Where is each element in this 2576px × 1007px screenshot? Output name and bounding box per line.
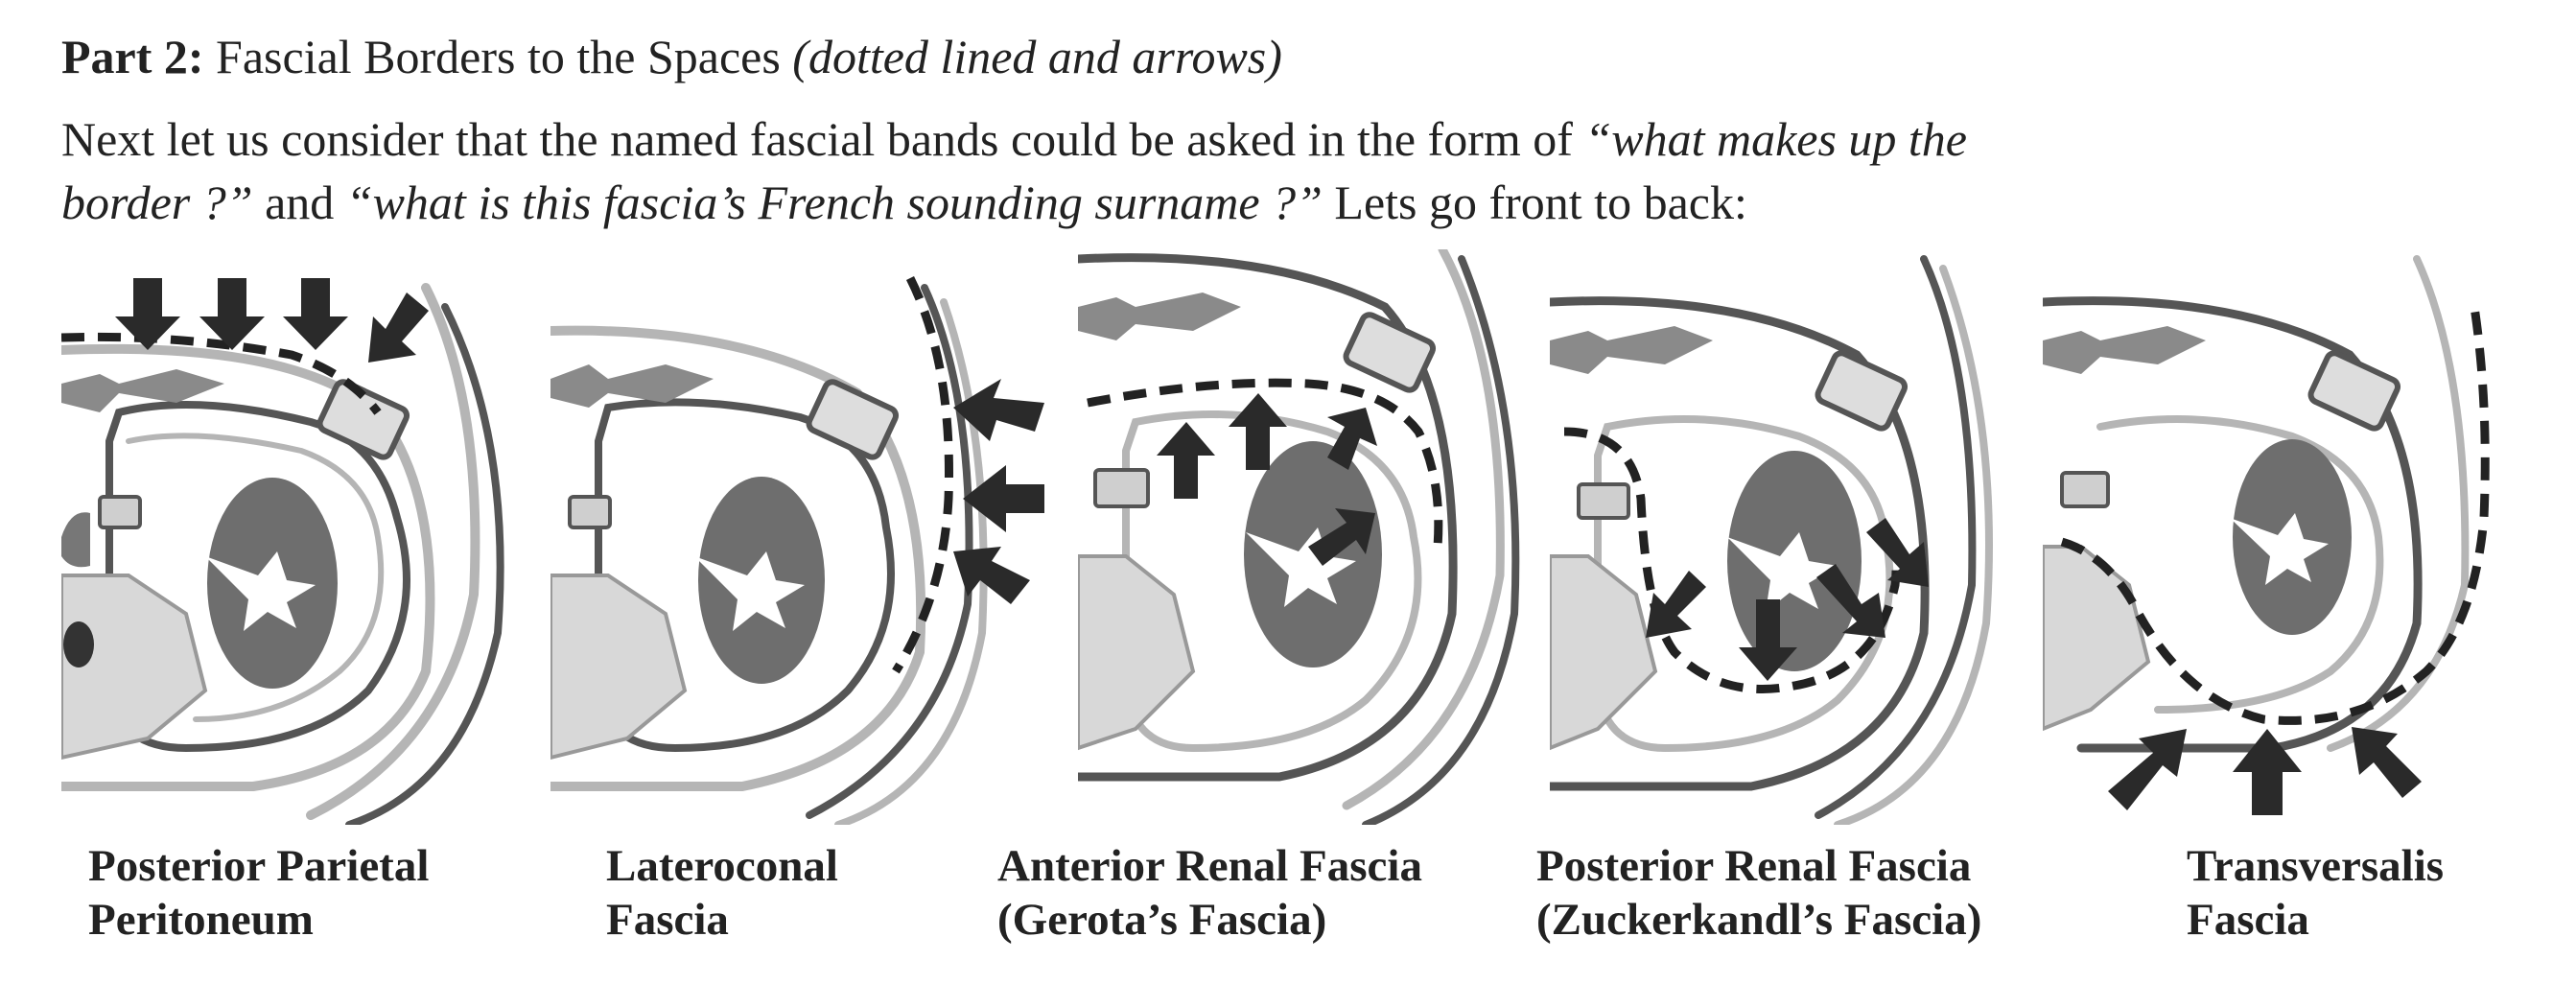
anterior-renal-fascia-diagram-icon	[1078, 249, 1520, 825]
caption-anterior-renal-fascia: Anterior Renal Fascia (Gerota’s Fascia)	[997, 839, 1422, 947]
intro-text-a: Next let us consider that the named fasc…	[61, 112, 1585, 166]
intro-and: and	[252, 176, 346, 229]
section-title: Fascial Borders to the Spaces	[216, 30, 781, 83]
caption-line-2: Fascia	[2187, 895, 2309, 945]
lateroconal-fascia-diagram-icon	[550, 275, 1044, 825]
intro-question-1a: “what makes up the	[1584, 112, 1967, 166]
section-subtitle: (dotted lined and arrows)	[792, 30, 1282, 83]
caption-line-1: Transversalis	[2187, 841, 2445, 891]
transversalis-fascia-diagram-icon	[2043, 255, 2490, 815]
panel-anterior-renal-fascia	[1078, 249, 1557, 825]
intro-question-1b: border ?”	[61, 176, 253, 229]
caption-line-1: Posterior Parietal	[88, 841, 430, 891]
intro-question-2: “what is this fascia’s French sounding s…	[345, 176, 1323, 229]
caption-lateroconal-fascia: Lateroconal Fascia	[606, 839, 838, 947]
caption-line-2: Fascia	[606, 895, 729, 945]
caption-line-2: (Gerota’s Fascia)	[997, 895, 1327, 945]
diagram-panels	[58, 249, 2551, 825]
caption-line-1: Anterior Renal Fascia	[997, 841, 1422, 891]
part-label: Part 2:	[61, 30, 204, 83]
panel-lateroconal-fascia	[550, 249, 1049, 825]
posterior-parietal-peritoneum-diagram-icon	[61, 278, 504, 825]
intro-end: Lets go front to back:	[1322, 176, 1747, 229]
panel-posterior-renal-fascia	[1550, 249, 2029, 825]
panel-transversalis-fascia	[2043, 249, 2541, 825]
caption-line-2: (Zuckerkandl’s Fascia)	[1536, 895, 1982, 945]
posterior-renal-fascia-diagram-icon	[1550, 255, 1993, 825]
panel-posterior-parietal-peritoneum	[61, 249, 512, 825]
intro-paragraph: Next let us consider that the named fasc…	[61, 107, 2517, 234]
intro-line-1: Next let us consider that the named fasc…	[61, 107, 2517, 171]
caption-line-2: Peritoneum	[88, 895, 314, 945]
caption-posterior-renal-fascia: Posterior Renal Fascia (Zuckerkandl’s Fa…	[1536, 839, 1981, 947]
intro-line-2: border ?” and “what is this fascia’s Fre…	[61, 171, 2517, 234]
caption-line-1: Lateroconal	[606, 841, 838, 891]
section-heading: Part 2: Fascial Borders to the Spaces (d…	[61, 23, 1282, 90]
caption-transversalis-fascia: Transversalis Fascia	[2187, 839, 2444, 947]
caption-line-1: Posterior Renal Fascia	[1536, 841, 1972, 891]
caption-posterior-parietal-peritoneum: Posterior Parietal Peritoneum	[88, 839, 429, 947]
